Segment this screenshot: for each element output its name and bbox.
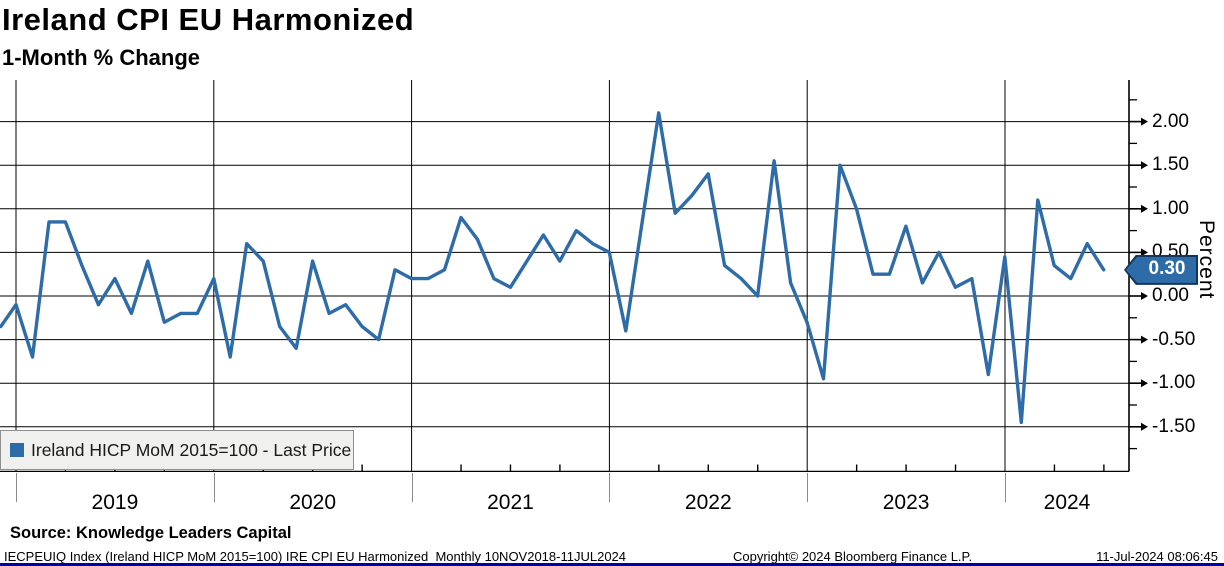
last-price-value: 0.30 (1148, 257, 1186, 279)
chart-title: Ireland CPI EU Harmonized (2, 2, 415, 37)
axis-tick-arrow-icon (1141, 161, 1148, 170)
x-axis-year-label: 2021 (487, 491, 534, 514)
chart-subtitle: 1-Month % Change (2, 45, 200, 70)
y-axis-tick-label: 1.50 (1152, 154, 1189, 176)
y-axis-tick-label: -1.00 (1152, 372, 1196, 394)
year-separator (807, 473, 809, 502)
footer-copyright: Copyright© 2024 Bloomberg Finance L.P. (733, 549, 973, 564)
footer-datetime: 11-Jul-2024 08:06:45 (1096, 549, 1218, 564)
axis-tick-arrow-icon (1141, 335, 1148, 344)
year-separator (411, 473, 413, 502)
legend-series-label: Ireland HICP MoM 2015=100 - Last Price (31, 439, 352, 460)
y-axis-tick-label: -0.50 (1152, 328, 1196, 350)
legend-series-marker-icon (10, 443, 24, 457)
axis-tick-arrow-icon (1141, 422, 1148, 431)
axis-tick-arrow-icon (1141, 204, 1148, 213)
source-line: Source: Knowledge Leaders Capital (10, 524, 292, 542)
y-axis-tick-label: -1.50 (1152, 415, 1196, 437)
axis-tick-arrow-icon (1141, 248, 1148, 257)
x-axis-year-label: 2022 (684, 491, 732, 514)
last-price-flag-fill (1126, 256, 1196, 283)
y-axis-tick-label: 1.00 (1152, 197, 1189, 219)
legend[interactable]: Ireland HICP MoM 2015=100 - Last Price (0, 430, 354, 470)
window-bottom-border (0, 563, 1224, 566)
x-axis-year-label: 2020 (289, 491, 337, 514)
footer-ticker-info: IECPEUIQ Index (Ireland HICP MoM 2015=10… (4, 549, 627, 564)
year-separator (1005, 473, 1006, 502)
x-axis-year-label: 2019 (91, 491, 139, 514)
year-separator (609, 473, 611, 502)
y-axis-tick-label: 2.00 (1152, 110, 1189, 132)
axis-tick-arrow-icon (1141, 117, 1148, 126)
x-axis-year-label: 2023 (882, 491, 930, 514)
x-axis-year-label: 2024 (1043, 491, 1091, 514)
plot-area[interactable] (0, 80, 1224, 472)
y-axis-tick-label: 0.00 (1152, 285, 1189, 306)
year-separator (213, 473, 215, 502)
y-axis-title: Percent (1195, 220, 1218, 300)
year-separator (16, 473, 17, 502)
axis-tick-arrow-icon (1141, 379, 1148, 388)
data-line-ireland-hicp (0, 111, 1106, 425)
axis-tick-arrow-icon (1141, 292, 1148, 300)
